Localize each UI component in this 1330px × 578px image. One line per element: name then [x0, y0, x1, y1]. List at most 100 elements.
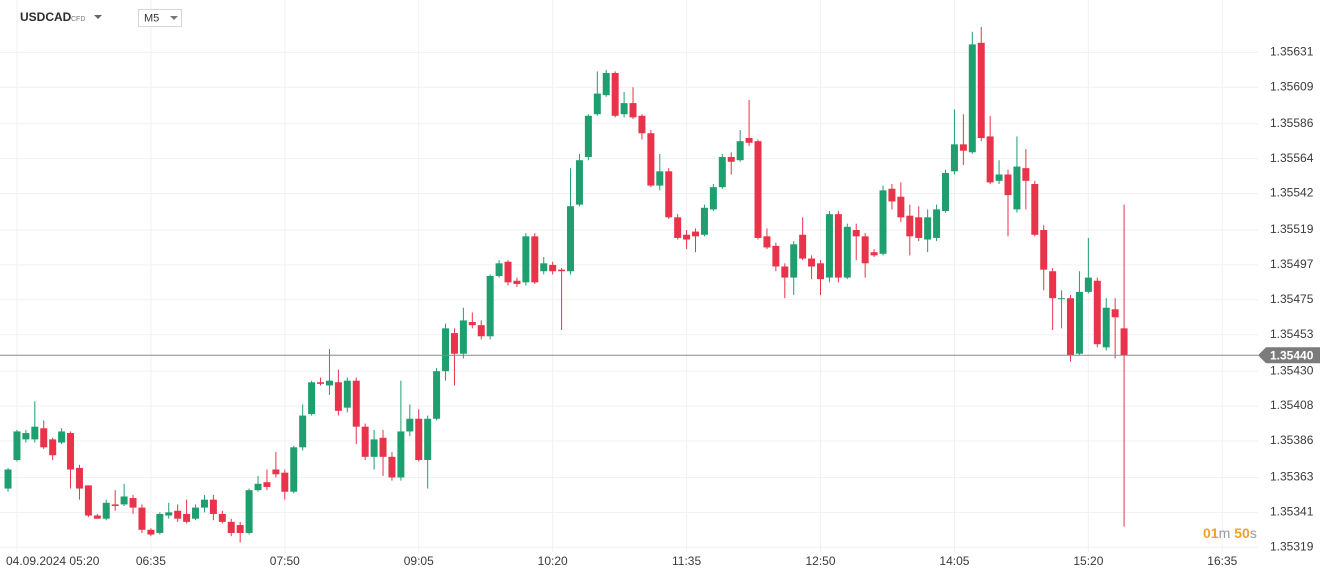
candle-body	[1049, 271, 1057, 299]
candle-body	[468, 322, 476, 326]
y-tick-label: 1.35341	[1270, 505, 1314, 519]
candle-body	[111, 504, 119, 506]
symbol-selector[interactable]: USDCAD CFD	[20, 10, 102, 24]
candle-body	[209, 499, 217, 514]
candle-body	[647, 133, 655, 186]
candle-body	[843, 226, 851, 278]
candle-body	[156, 513, 164, 533]
candle-body	[1013, 166, 1021, 210]
candle-body	[620, 103, 628, 115]
candle-body	[1120, 328, 1128, 356]
candle-body	[308, 382, 316, 414]
candle-body	[825, 214, 833, 278]
candle-body	[584, 115, 592, 158]
dropdown-caret	[170, 16, 178, 20]
candle-body	[406, 418, 414, 432]
candle-body	[861, 236, 869, 264]
candle-body	[40, 428, 48, 448]
candle-body	[334, 382, 342, 411]
y-tick-label: 1.35363	[1270, 470, 1314, 484]
candle-body	[808, 258, 816, 267]
candle-body	[4, 469, 12, 489]
candle-body	[567, 206, 575, 272]
x-tick-label: 06:35	[136, 554, 166, 568]
candle-body	[995, 174, 1003, 181]
candle-body	[433, 371, 441, 419]
candle-body	[272, 469, 280, 475]
x-tick-label: 11:35	[672, 554, 701, 568]
candle-body	[683, 234, 691, 240]
candle-body	[504, 261, 512, 283]
countdown-unit: s	[1250, 525, 1257, 541]
candle-body	[84, 485, 92, 516]
timeframe-selector[interactable]: M5	[138, 9, 182, 27]
candle-body	[638, 115, 646, 134]
candle-body	[959, 144, 967, 151]
candle-body	[977, 42, 985, 138]
dropdown-caret	[94, 15, 102, 19]
candle-body	[834, 214, 842, 278]
candle-body	[424, 418, 432, 460]
candle-body	[1031, 184, 1039, 235]
countdown-minutes: 01	[1203, 525, 1219, 541]
x-tick-label: 04.09.2024 05:20	[6, 554, 100, 568]
candle-body	[281, 472, 289, 492]
candle-body	[692, 231, 700, 237]
y-tick-label: 1.35497	[1270, 257, 1314, 271]
candle-body	[352, 380, 360, 427]
candle-body	[540, 263, 548, 272]
y-tick-label: 1.35408	[1270, 398, 1314, 412]
x-tick-label: 07:50	[270, 554, 300, 568]
candle-body	[13, 431, 21, 460]
candle-body	[933, 209, 941, 238]
candle-body	[879, 190, 887, 254]
candle-body	[611, 72, 619, 116]
symbol: USDCAD	[20, 10, 72, 24]
candle-body	[986, 136, 994, 183]
candle-body	[343, 380, 351, 408]
candle-body	[477, 325, 485, 337]
candle-body	[790, 244, 798, 278]
x-tick-label: 16:35	[1207, 554, 1237, 568]
y-tick-label: 1.35519	[1270, 222, 1314, 236]
candle-body	[799, 234, 807, 259]
candle-body	[245, 490, 253, 533]
x-tick-label: 12:50	[805, 554, 835, 568]
y-tick-label: 1.35564	[1270, 151, 1314, 165]
candle-body	[299, 415, 307, 448]
candle-body	[442, 328, 450, 372]
candle-body	[138, 507, 146, 530]
candle-body	[709, 187, 717, 210]
candle-body	[361, 426, 369, 457]
candle-body	[522, 236, 530, 283]
candle-body	[290, 447, 298, 492]
candle-body	[1022, 168, 1030, 181]
candle-body	[165, 512, 173, 516]
candle-body	[200, 499, 208, 508]
instrument-type: CFD	[71, 16, 85, 23]
candle-body	[58, 431, 66, 443]
candle-body	[700, 207, 708, 235]
x-tick-label: 14:05	[939, 554, 969, 568]
candle-body	[870, 252, 878, 256]
candle-body	[513, 280, 521, 284]
price-tag	[1258, 347, 1320, 364]
candle-body	[781, 266, 789, 278]
candle-body	[745, 138, 753, 143]
candle-body	[495, 263, 503, 276]
candle-body	[379, 437, 387, 457]
candle-body	[183, 513, 191, 522]
candle-body	[575, 160, 583, 205]
y-tick-label: 1.35542	[1270, 186, 1314, 200]
candle-body	[388, 456, 396, 478]
timeframe-box	[138, 9, 182, 27]
candle-body	[174, 510, 182, 519]
candle-body	[227, 521, 235, 533]
candle-body	[415, 418, 423, 460]
candle-body	[1075, 291, 1083, 354]
candle-body	[1111, 309, 1119, 318]
candle-body	[942, 172, 950, 211]
timeframe: M5	[144, 12, 159, 24]
